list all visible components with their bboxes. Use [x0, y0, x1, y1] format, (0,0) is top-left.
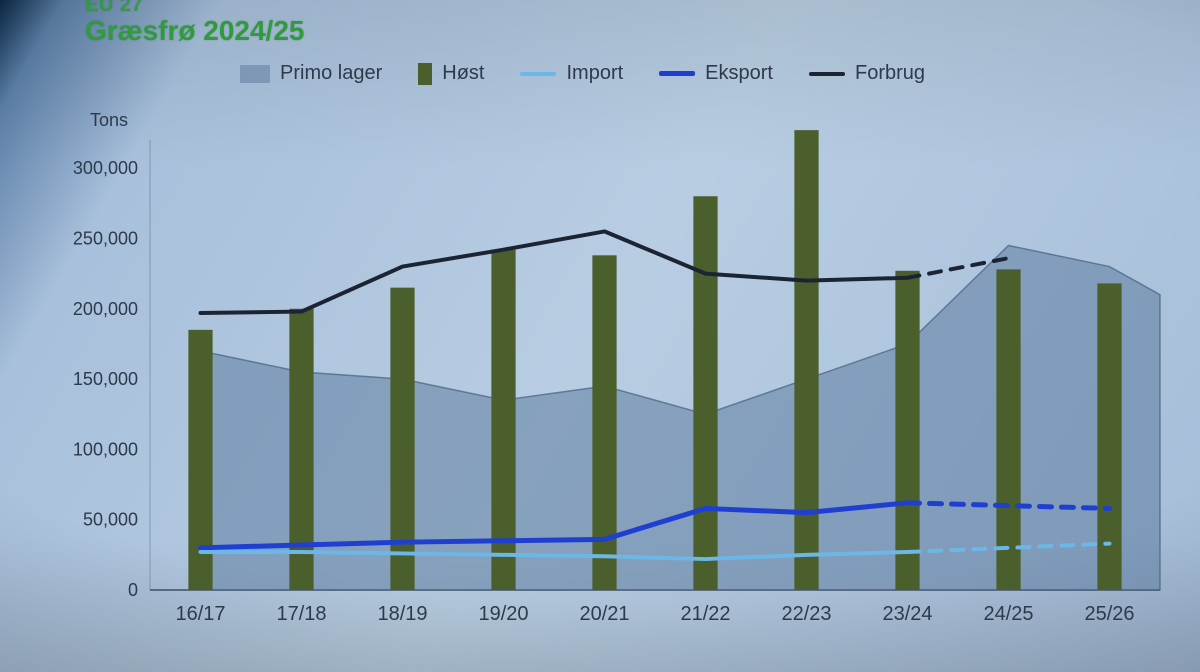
chart-svg: 0 50,000 100,000 150,000 200,000 250,000 300,0… [60, 100, 1170, 642]
series-bar-host [996, 269, 1020, 590]
series-bar-host [693, 196, 717, 590]
series-bar-host [794, 130, 818, 590]
chart-title: Græsfrø 2024/25 [85, 15, 304, 47]
legend-label: Eksport [705, 62, 773, 85]
series-bar-host [289, 309, 313, 590]
legend-label: Forbrug [855, 62, 925, 85]
legend-swatch-line [659, 71, 695, 76]
x-category-label: 20/21 [579, 603, 629, 625]
y-tick-label: 50,000 [83, 510, 138, 530]
x-category-label: 24/25 [983, 603, 1033, 625]
series-bar-host [895, 271, 919, 590]
legend-item-import: Import [520, 62, 623, 85]
y-tick-label: 100,000 [73, 439, 138, 459]
x-category-label: 22/23 [781, 603, 831, 625]
chart-legend: Primo lager Høst Import Eksport Forbrug [240, 62, 1080, 85]
legend-swatch-bar [418, 63, 432, 85]
legend-label: Import [566, 62, 623, 85]
legend-swatch-line [809, 72, 845, 76]
legend-item-forbrug: Forbrug [809, 62, 925, 85]
chart-area: 0 50,000 100,000 150,000 200,000 250,000 300,0… [60, 100, 1170, 642]
chart-title-block: EU 27 Græsfrø 2024/25 [85, 0, 304, 47]
slide-background: { "title": { "pretitle": "EU 27", "main"… [0, 0, 1200, 672]
x-category-label: 21/22 [680, 603, 730, 625]
chart-pretitle: EU 27 [85, 0, 304, 17]
legend-label: Primo lager [280, 62, 382, 85]
x-category-label: 16/17 [175, 603, 225, 625]
x-category-label: 25/26 [1084, 603, 1134, 625]
x-category-label: 18/19 [377, 603, 427, 625]
legend-item-host: Høst [418, 62, 484, 85]
y-tick-label: 300,000 [73, 158, 138, 178]
legend-item-eksport: Eksport [659, 62, 773, 85]
y-tick-label: 0 [128, 580, 138, 600]
legend-item-primo-lager: Primo lager [240, 62, 382, 85]
legend-swatch-area [240, 65, 270, 83]
y-tick-label: 150,000 [73, 369, 138, 389]
x-category-label: 19/20 [478, 603, 528, 625]
x-category-label: 23/24 [882, 603, 932, 625]
y-tick-label: 250,000 [73, 228, 138, 248]
x-category-label: 17/18 [276, 603, 326, 625]
y-tick-label: 200,000 [73, 299, 138, 319]
legend-swatch-line [520, 72, 556, 76]
legend-label: Høst [442, 62, 484, 85]
